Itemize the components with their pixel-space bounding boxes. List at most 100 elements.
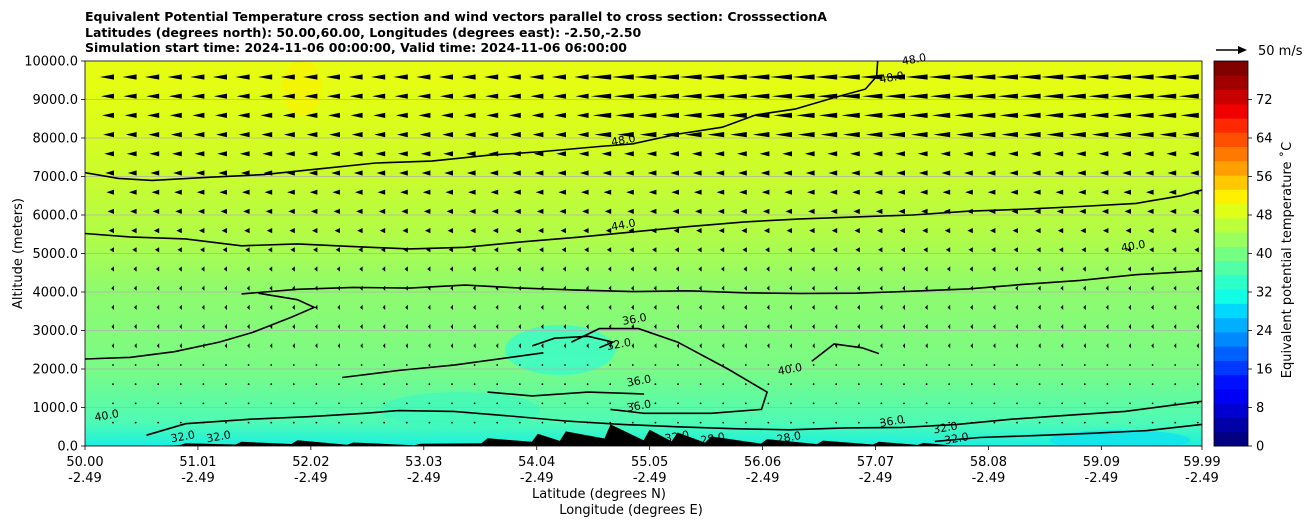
wind-vector (216, 132, 227, 138)
wind-vector (269, 304, 273, 310)
wind-vector (394, 93, 408, 99)
wind-vector (486, 112, 499, 118)
wind-vector (585, 285, 589, 291)
wind-vector (855, 247, 860, 253)
wind-vector (762, 208, 770, 214)
wind-vector (472, 266, 476, 272)
wind-vector (328, 112, 340, 118)
wind-vector (495, 343, 499, 349)
wind-vector (494, 266, 499, 272)
y-tick-label: 1000.0 (33, 401, 79, 416)
wind-vector (330, 151, 340, 157)
wind-vector (292, 304, 295, 310)
wind-vector (790, 402, 792, 405)
wind-vector (157, 421, 160, 424)
wind-vector (862, 93, 883, 99)
wind-vector (677, 383, 679, 386)
wind-vector (888, 132, 905, 138)
contour-label: 40.0 (1120, 238, 1146, 255)
wind-vector (806, 189, 815, 195)
y-axis-label: Altitude (meters) (11, 198, 26, 309)
wind-vector (518, 364, 521, 366)
wind-vector (884, 93, 905, 99)
wind-vector (1144, 170, 1154, 176)
wind-vector (552, 93, 566, 99)
wind-vector (258, 74, 273, 80)
wind-vector (965, 189, 973, 195)
wind-vector (360, 324, 363, 330)
wind-vector (405, 364, 408, 366)
wind-vector (518, 324, 521, 330)
wind-vector (564, 421, 566, 424)
wind-vector (1110, 93, 1131, 99)
wind-vector (970, 304, 973, 310)
wind-vector (1016, 402, 1018, 405)
wind-vector (865, 132, 883, 138)
wind-vector (487, 132, 499, 138)
wind-vector (383, 402, 386, 405)
wind-vector (1102, 228, 1109, 234)
wind-vector (1077, 170, 1086, 176)
contour-label: 28.0 (776, 429, 802, 446)
wind-vector (1155, 93, 1177, 99)
wind-vector (837, 74, 860, 80)
wind-vector (461, 74, 476, 80)
wind-vector (395, 112, 408, 118)
wind-vector (217, 151, 227, 157)
wind-vector (681, 93, 702, 99)
wind-vector (260, 112, 273, 118)
wind-vector (224, 285, 227, 291)
wind-vector (766, 324, 770, 330)
wind-vector (602, 170, 612, 176)
x-tick-label-lon: -2.49 (520, 471, 554, 486)
wind-vector (815, 74, 838, 80)
wind-vector (491, 208, 499, 214)
wind-vector (767, 343, 770, 349)
wind-vector (997, 93, 1018, 99)
colorbar-tick-label: 64 (1256, 132, 1273, 147)
x-tick-label-lon: -2.49 (181, 471, 215, 486)
wind-vector (812, 324, 815, 330)
colorbar-segment (1214, 260, 1248, 276)
wind-vector (835, 402, 838, 405)
wind-vector (967, 228, 973, 234)
wind-vector (405, 402, 408, 405)
wind-vector (970, 402, 973, 405)
wind-vector (1128, 304, 1131, 310)
wind-vector (446, 208, 453, 214)
wind-vector (107, 208, 114, 214)
wind-vector (450, 285, 453, 291)
wind-vector (125, 132, 137, 138)
wind-vector (533, 151, 544, 157)
wind-vector (909, 112, 928, 118)
wind-vector (532, 132, 544, 138)
wind-vector (818, 112, 838, 118)
wind-vector (1173, 324, 1177, 330)
wind-vector (314, 324, 318, 330)
wind-vector (131, 228, 137, 234)
wind-vector (509, 132, 521, 138)
wind-vector (1178, 93, 1199, 99)
wind-vector (111, 304, 114, 310)
wind-vector (473, 324, 476, 330)
wind-vector (292, 421, 295, 424)
wind-vector (1159, 132, 1177, 138)
wind-vector (874, 189, 883, 195)
wind-vector (787, 247, 792, 253)
wind-vector (551, 74, 566, 80)
wind-vector (669, 151, 679, 157)
wind-vector (1061, 421, 1064, 424)
wind-vector (722, 421, 725, 424)
wind-vector (471, 247, 476, 253)
wind-vector (918, 170, 928, 176)
wind-vector (925, 402, 928, 405)
wind-vector (540, 266, 544, 272)
wind-vector (197, 208, 205, 214)
wind-vector (382, 343, 386, 349)
wind-vector (782, 151, 792, 157)
wind-vector (269, 343, 273, 349)
wind-vector (282, 112, 295, 118)
y-tick-label: 0.0 (57, 440, 78, 455)
colorbar-segment (1214, 303, 1248, 319)
wind-vector (928, 74, 951, 80)
